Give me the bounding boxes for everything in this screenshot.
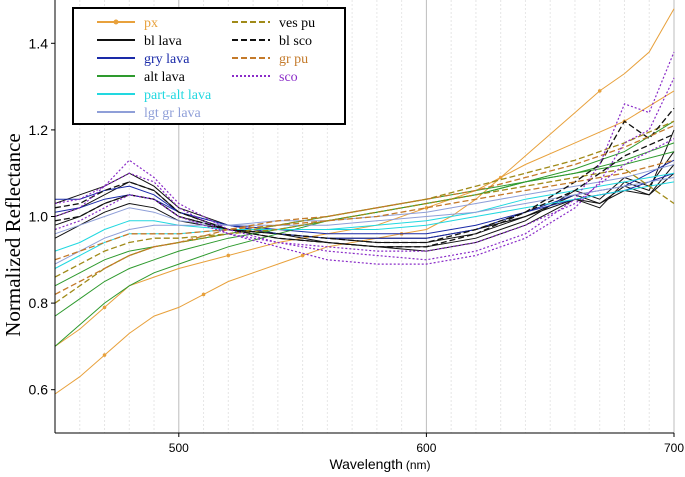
legend-label-px: px	[144, 16, 158, 31]
legend-label-lgt_gr: lgt gr lava	[144, 106, 202, 121]
legend-label-ves_pu: ves pu	[279, 16, 315, 31]
legend-label-sco: sco	[279, 70, 298, 85]
x-axis-label-text: Wavelength	[329, 456, 402, 472]
series-marker	[424, 206, 429, 210]
y-axis-label: Normalized Reflectance	[1, 133, 25, 336]
series-group	[54, 8, 675, 395]
x-axis-label-unit: (nm)	[406, 458, 431, 472]
series-line	[54, 168, 675, 278]
series-line	[54, 51, 675, 261]
series-line	[54, 90, 675, 347]
y-tick-label: 0.6	[29, 382, 49, 398]
x-axis-label: Wavelength (nm)	[329, 456, 430, 472]
series-line	[54, 120, 675, 347]
series-line	[54, 8, 675, 395]
legend-label-alt_lava: alt lava	[144, 70, 186, 85]
series-line	[54, 120, 675, 304]
series-marker	[226, 253, 231, 258]
legend-label-part_alt: part-alt lava	[144, 88, 212, 103]
series-marker	[597, 89, 602, 93]
y-tick-label: 1.2	[29, 122, 49, 138]
series-marker	[201, 292, 206, 297]
series-line	[54, 172, 675, 235]
legend-label-gr_pu: gr pu	[279, 52, 308, 67]
series-line	[54, 77, 675, 265]
legend-marker-px	[113, 19, 119, 25]
legend-label-bl_lava: bl lava	[144, 34, 182, 49]
x-tick-label: 600	[416, 441, 436, 455]
series-line	[54, 151, 675, 287]
series-marker	[102, 305, 107, 310]
legend: px bl lava gry lava alt lava part-alt lava lg…	[72, 7, 346, 125]
y-tick-label: 1.0	[29, 209, 49, 225]
series-line	[54, 133, 675, 244]
series-marker	[102, 353, 107, 357]
series-marker	[300, 253, 305, 258]
series-line	[54, 164, 675, 243]
series-line	[54, 138, 675, 252]
series-line	[54, 181, 675, 252]
x-tick-label: 700	[664, 441, 684, 455]
y-tick-label: 1.4	[29, 35, 49, 51]
y-tick-label: 0.8	[29, 295, 49, 311]
series-line	[54, 107, 675, 248]
x-tick-label: 500	[169, 441, 189, 455]
legend-label-gry_lava: gry lava	[144, 52, 190, 67]
series-line	[54, 125, 675, 295]
series-line	[54, 129, 675, 252]
tick-labels: 0.6 0.8 1.0 1.2 1.4 500 600 700	[29, 35, 685, 455]
series-line	[54, 159, 675, 261]
legend-label-bl_sco: bl sco	[279, 34, 312, 49]
legend-box	[72, 7, 346, 125]
